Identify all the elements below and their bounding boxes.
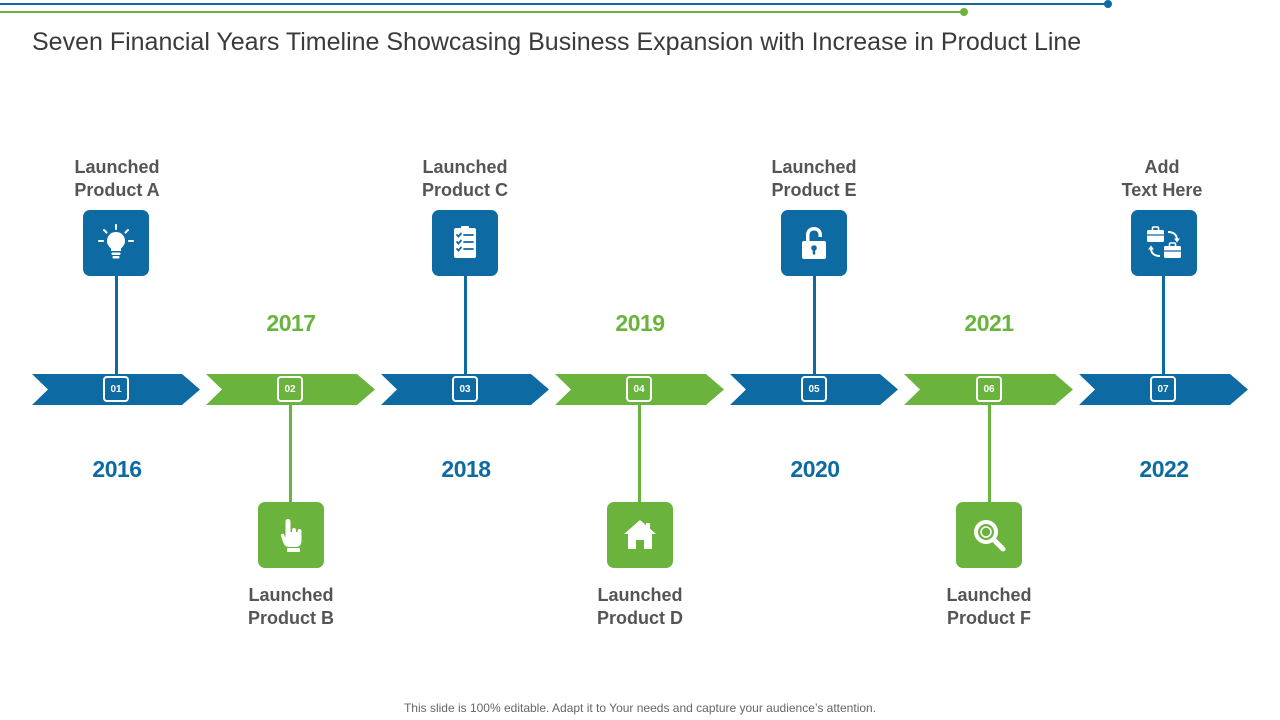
year-label-3: 2018 [441, 456, 491, 482]
milestone-label-6-line1: Launched [946, 585, 1032, 605]
milestone-label-3: Launched Product C [395, 156, 535, 202]
milestone-label-3-line2: Product C [421, 180, 508, 200]
checklist-icon [454, 226, 476, 258]
top-accent-line-blue [0, 3, 1108, 5]
milestone-connector-2 [289, 402, 292, 502]
milestone-icon-box-4 [607, 502, 673, 568]
milestone-icon-box-1 [83, 210, 149, 276]
lightbulb-icon [98, 224, 134, 259]
milestone-label-3-line1: Launched [422, 157, 508, 177]
step-badge-6: 06 [976, 376, 1002, 402]
step-badge-1: 01 [103, 376, 129, 402]
top-accent-dot-blue [1104, 0, 1112, 8]
step-badge-5: 05 [801, 376, 827, 402]
milestone-label-6: Launched Product F [919, 584, 1059, 630]
milestone-connector-1 [115, 276, 118, 376]
milestone-label-7-line2: Text Here [1121, 180, 1203, 200]
milestone-label-4-line1: Launched [597, 585, 683, 605]
milestone-icon-box-5 [781, 210, 847, 276]
year-label-6: 2021 [964, 310, 1014, 336]
slide-title: Seven Financial Years Timeline Showcasin… [32, 28, 1082, 56]
milestone-label-1: Launched Product A [47, 156, 187, 202]
milestone-label-5-line1: Launched [771, 157, 857, 177]
milestone-connector-6 [988, 402, 991, 502]
milestone-icon-box-2 [258, 502, 324, 568]
milestone-label-1-line1: Launched [74, 157, 160, 177]
milestone-icon-box-6 [956, 502, 1022, 568]
top-accent-line-green [0, 11, 964, 13]
house-icon [624, 520, 656, 549]
milestone-label-2-line2: Product B [247, 608, 334, 628]
step-badge-3: 03 [452, 376, 478, 402]
milestone-connector-5 [813, 276, 816, 376]
milestone-label-5: Launched Product E [744, 156, 884, 202]
step-badge-4: 04 [626, 376, 652, 402]
milestone-label-2: Launched Product B [221, 584, 361, 630]
milestone-label-1-line2: Product A [74, 180, 160, 200]
milestone-label-2-line1: Launched [248, 585, 334, 605]
milestone-connector-4 [638, 402, 641, 502]
year-label-7: 2022 [1139, 456, 1189, 482]
step-badge-7: 07 [1150, 376, 1176, 402]
year-label-4: 2019 [615, 310, 665, 336]
milestone-icon-box-7 [1131, 210, 1197, 276]
briefcase-exchange-icon [1147, 226, 1181, 258]
milestone-connector-3 [464, 276, 467, 376]
milestone-label-4-line2: Product D [596, 608, 683, 628]
milestone-label-6-line2: Product F [947, 608, 1031, 628]
milestone-icon-box-3 [432, 210, 498, 276]
milestone-connector-7 [1162, 276, 1165, 376]
footer-note: This slide is 100% editable. Adapt it to… [403, 701, 877, 715]
year-label-1: 2016 [92, 456, 142, 482]
top-accent-dot-green [960, 8, 968, 16]
year-label-2: 2017 [266, 310, 316, 336]
milestone-label-7-line1: Add [1144, 157, 1180, 177]
milestone-label-4: Launched Product D [570, 584, 710, 630]
step-badge-2: 02 [277, 376, 303, 402]
pointing-hand-icon [280, 519, 302, 552]
padlock-icon [802, 227, 826, 259]
milestone-label-5-line2: Product E [771, 180, 857, 200]
milestone-label-7: Add Text Here [1092, 156, 1232, 202]
year-label-5: 2020 [790, 456, 840, 482]
magnifier-icon [974, 520, 1006, 552]
